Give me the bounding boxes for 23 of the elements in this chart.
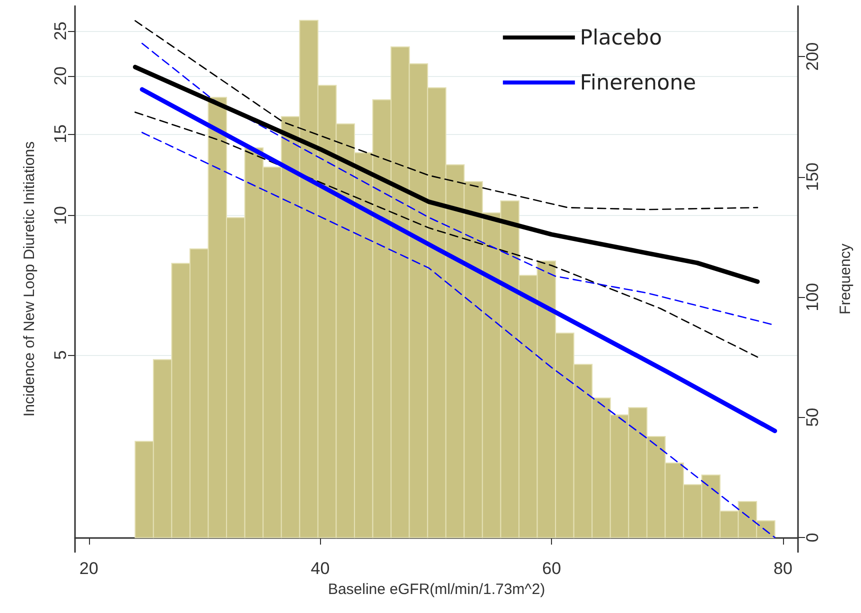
x-tick-label: 80 xyxy=(774,559,792,578)
legend-label: Placebo xyxy=(580,26,662,50)
y-tick-label: 15 xyxy=(51,124,70,144)
y2-axis-title: Frequency xyxy=(837,243,854,314)
y-axis-title: Incidence of New Loop Diuretic Initiations xyxy=(21,141,38,417)
y2-tick-label: 0 xyxy=(803,532,822,542)
x-tick-label: 20 xyxy=(79,559,98,578)
y-tick-label: 10 xyxy=(51,206,70,225)
x-tick-label: 60 xyxy=(542,559,562,578)
line-series xyxy=(134,112,758,358)
line-series xyxy=(141,132,776,538)
legend-label: Finerenone xyxy=(580,70,696,94)
y2-tick-label: 150 xyxy=(803,162,822,191)
y2-tick-label: 50 xyxy=(803,408,822,427)
y-tick-label: 5 xyxy=(51,350,70,360)
x-axis-title: Baseline eGFR(ml/min/1.73m^2) xyxy=(328,580,546,598)
x-tick-label: 40 xyxy=(310,559,330,578)
y-tick-label: 25 xyxy=(51,22,70,40)
y2-tick-label: 100 xyxy=(803,282,822,312)
line-series xyxy=(134,20,758,210)
line-series xyxy=(132,64,760,284)
y-tick-label: 20 xyxy=(51,66,70,86)
y2-tick-label: 200 xyxy=(803,42,822,71)
